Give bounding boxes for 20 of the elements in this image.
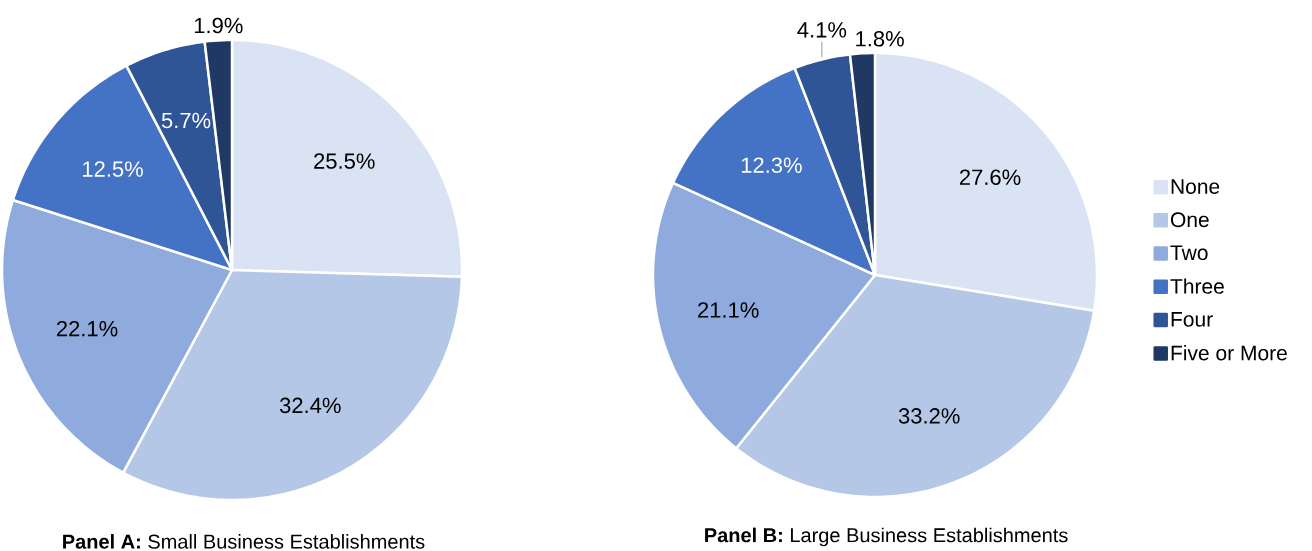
data-label: 12.3% [741,157,802,173]
data-label: 1.8% [856,30,904,47]
data-label: 12.5% [83,161,143,177]
legend-label: Four [1171,312,1213,327]
text: Panel A: Small Business Establishments [63,534,425,549]
data-label: 5.7% [161,112,211,129]
data-label: 4.1% [797,22,847,38]
legend-label: Five or More [1171,345,1287,361]
data-label: 33.2% [898,408,960,424]
data-label: 22.1% [56,320,118,337]
legend-label: Three [1170,278,1224,294]
data-label: 1.9% [194,17,243,34]
legend-label: Two [1170,245,1208,261]
data-label: 25.5% [314,153,375,169]
legend-label: One [1170,212,1209,228]
data-label: 21.1% [698,302,759,318]
data-label: 27.6% [959,169,1021,186]
data-label: 32.4% [279,397,341,414]
legend-label: None [1171,179,1220,194]
text: Panel B: Large Business Establishments [705,527,1068,547]
